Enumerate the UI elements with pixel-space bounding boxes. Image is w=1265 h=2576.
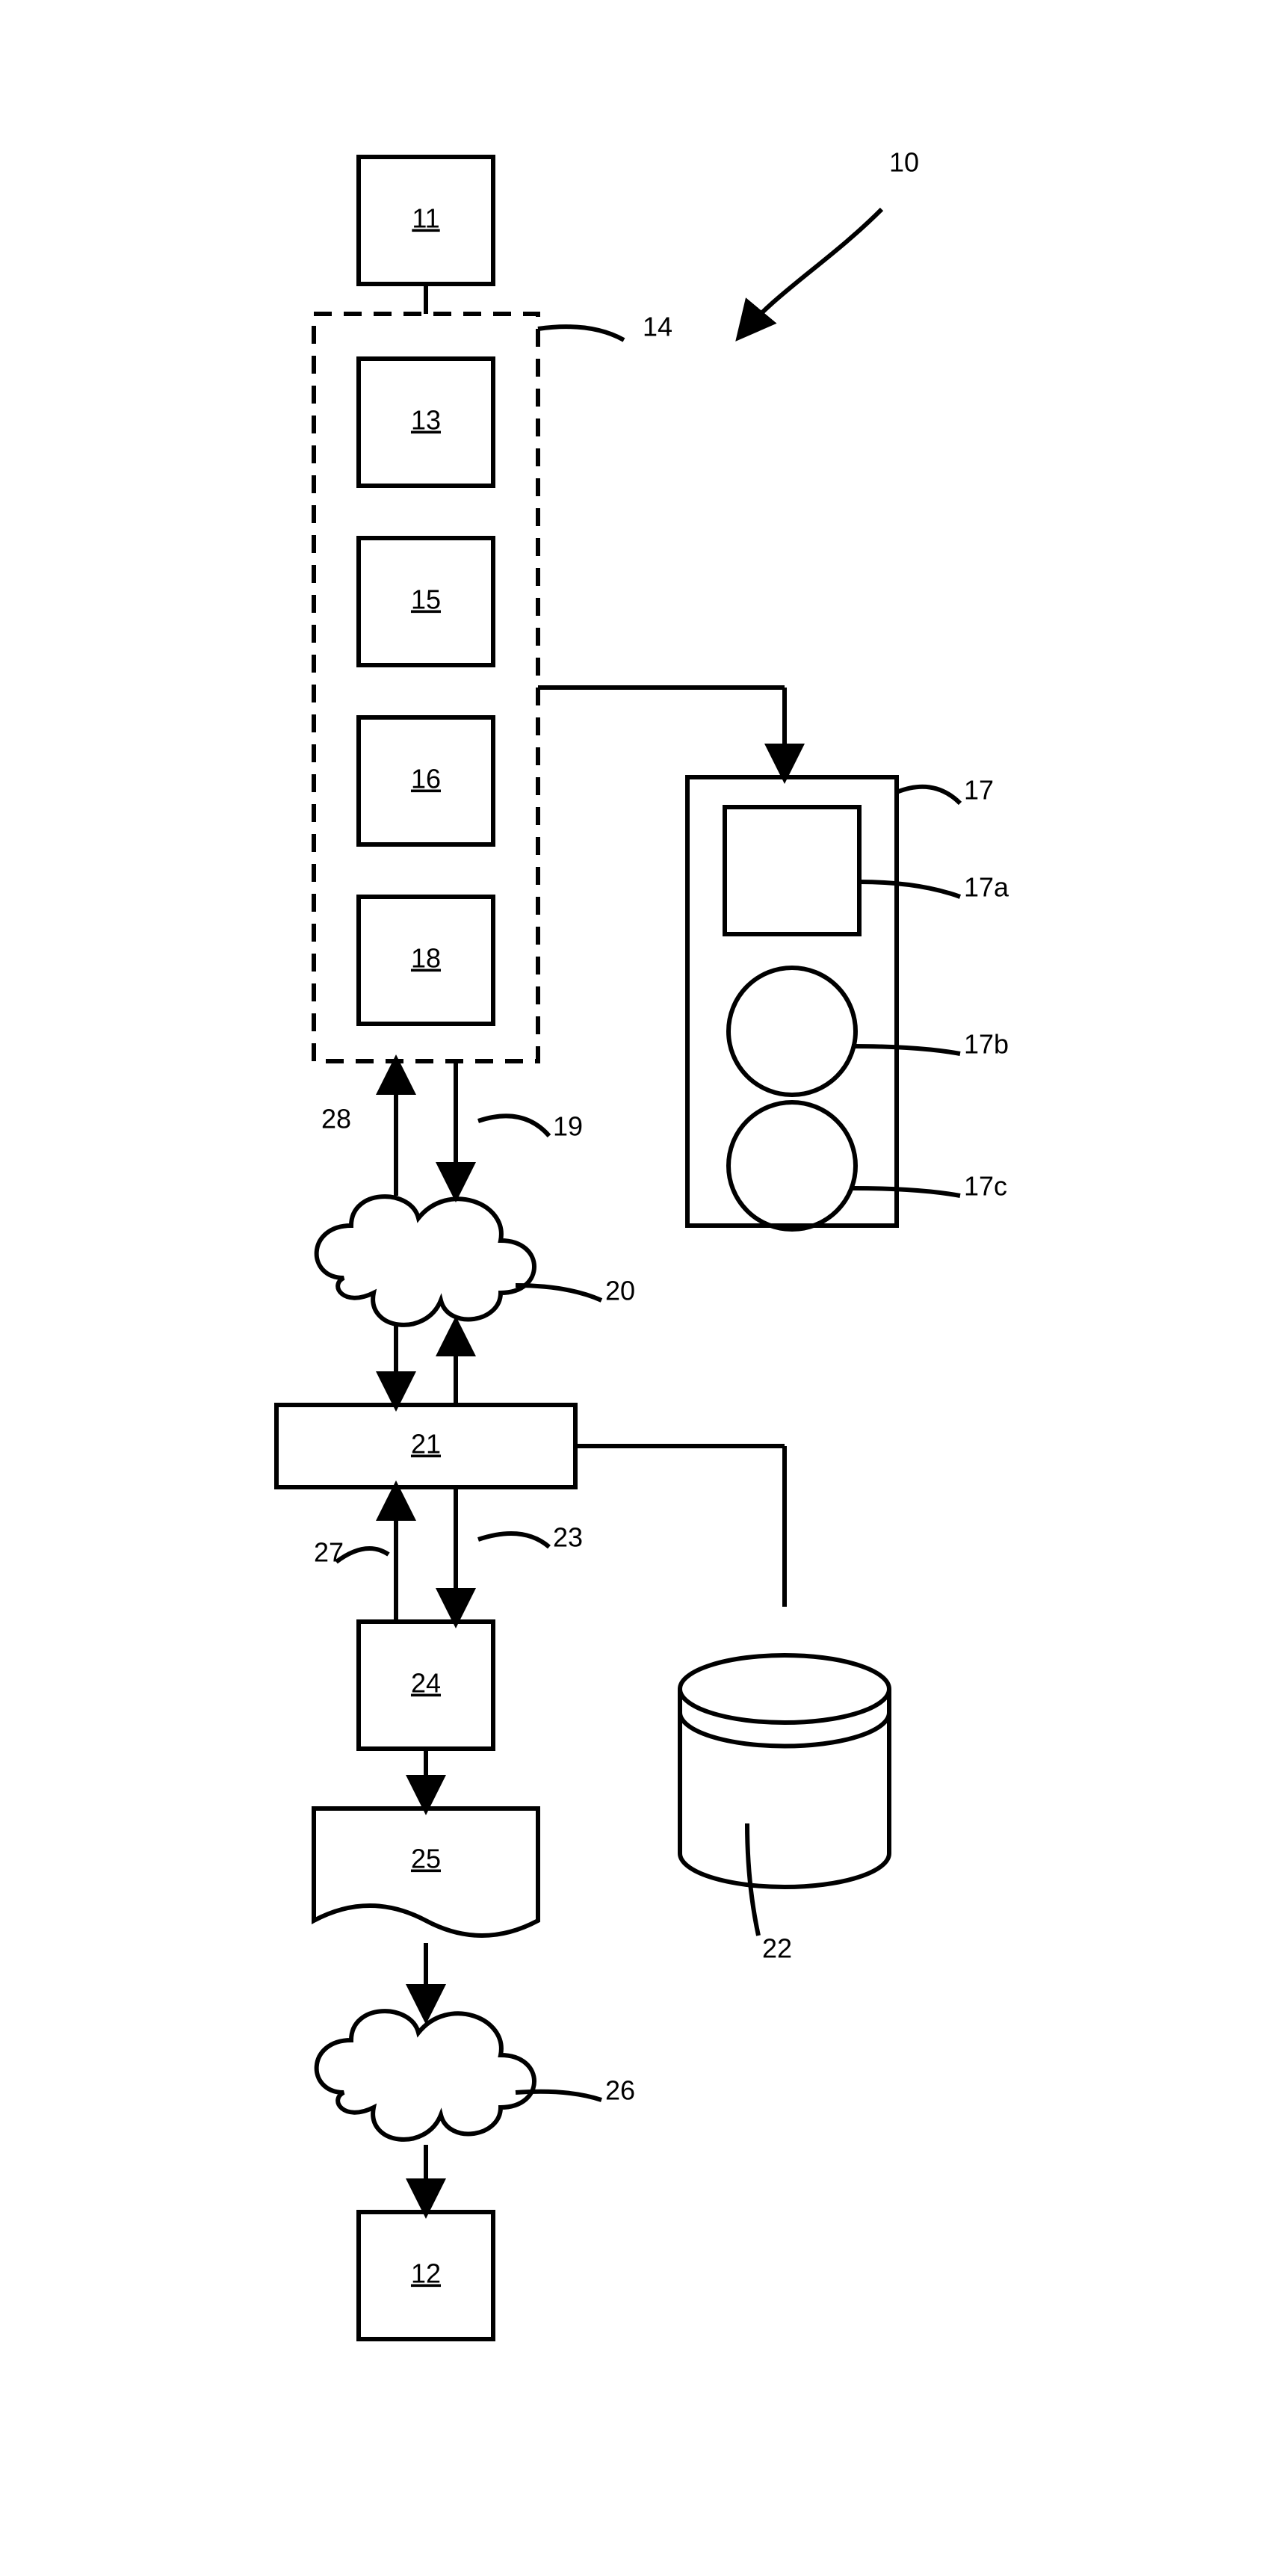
leader <box>478 1533 549 1547</box>
label-17b: 17b <box>964 1029 1009 1060</box>
label: 15 <box>411 584 441 615</box>
diagram-canvas: 10 11 14 13 15 16 18 17 17a 17b 17c 28 19 20 21 22 27 23 2… <box>0 0 1265 2576</box>
label: 18 <box>411 943 441 974</box>
leader <box>859 882 960 897</box>
device-wheel-1 <box>729 968 856 1095</box>
label-17a: 17a <box>964 872 1009 903</box>
device-screen <box>725 807 859 934</box>
leader <box>516 1285 601 1300</box>
label-27: 27 <box>314 1537 344 1568</box>
leader <box>747 1823 758 1936</box>
cloud-20 <box>317 1196 534 1325</box>
label: 25 <box>411 1844 441 1874</box>
leader <box>852 1188 960 1196</box>
device-case <box>687 777 897 1226</box>
label-28: 28 <box>321 1104 351 1134</box>
figure-arrow <box>740 209 882 336</box>
label: 13 <box>411 405 441 436</box>
device-wheel-2 <box>729 1102 856 1229</box>
label-22: 22 <box>762 1933 792 1964</box>
label: 24 <box>411 1668 441 1699</box>
label: 11 <box>412 203 439 234</box>
database-22 <box>680 1853 889 1887</box>
label-14: 14 <box>643 312 672 342</box>
label-17c: 17c <box>964 1171 1007 1202</box>
leader <box>897 787 960 803</box>
leader <box>538 327 624 340</box>
label-20: 20 <box>605 1276 635 1306</box>
figure-number: 10 <box>889 147 919 178</box>
label-23: 23 <box>553 1522 583 1553</box>
label-17: 17 <box>964 775 994 806</box>
label: 21 <box>411 1429 441 1460</box>
leader <box>336 1548 389 1562</box>
leader <box>478 1116 549 1136</box>
label-19: 19 <box>553 1111 583 1142</box>
label: 16 <box>411 764 441 794</box>
label: 12 <box>411 2258 441 2289</box>
cloud-26 <box>317 2011 534 2140</box>
leader <box>852 1046 960 1054</box>
label-26: 26 <box>605 2075 635 2106</box>
